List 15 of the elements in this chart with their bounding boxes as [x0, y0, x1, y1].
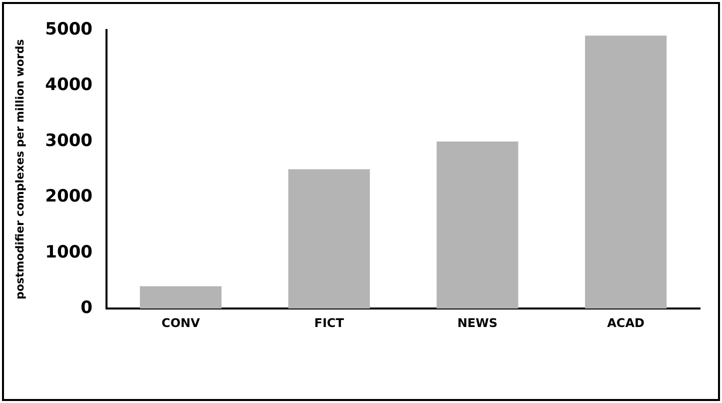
y-tick-label: 1000: [45, 242, 93, 262]
bar: [140, 286, 222, 309]
bar: [436, 141, 518, 309]
y-axis-title: postmodifier complexes per million words: [13, 38, 26, 300]
y-tick-label: 0: [80, 298, 93, 318]
x-tick-label: FICT: [314, 316, 345, 330]
x-tick-label: CONV: [162, 316, 201, 330]
y-tick-label: 2000: [45, 186, 93, 207]
y-tick-label: 5000: [45, 19, 93, 40]
bar: [288, 169, 370, 309]
x-tick-label: NEWS: [457, 316, 498, 330]
bar: [585, 36, 667, 309]
y-tick-label: 3000: [45, 130, 93, 151]
y-tick-label: 4000: [45, 75, 93, 96]
x-tick-label: ACAD: [607, 316, 645, 330]
